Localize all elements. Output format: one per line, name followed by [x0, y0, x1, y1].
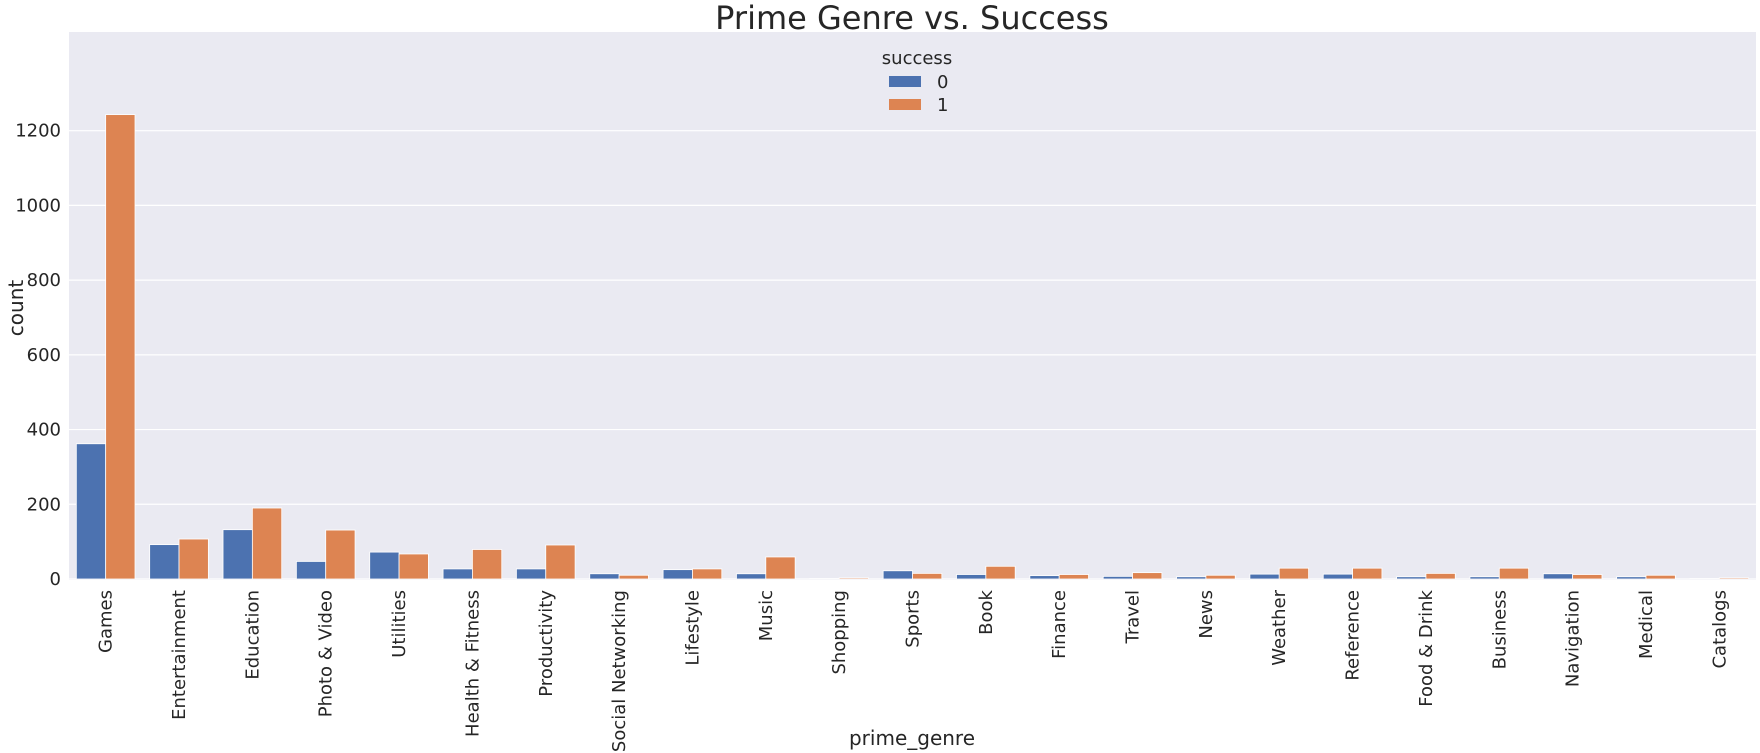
bar-medical-success-0: [1616, 576, 1647, 580]
legend-swatch-1: [889, 99, 921, 110]
bar-lifestyle-success-1: [692, 568, 723, 580]
bar-sports-success-1: [912, 572, 943, 580]
bar-photo-video-success-1: [325, 529, 356, 580]
y-tick-label: 600: [27, 345, 61, 366]
x-tick-label: Travel: [1123, 590, 1144, 645]
y-tick-label: 1000: [15, 195, 61, 216]
bar-photo-video-success-0: [295, 561, 327, 580]
bar-games-success-0: [75, 443, 107, 580]
x-tick-label: Social Networking: [609, 590, 630, 752]
legend-title: success: [882, 48, 952, 69]
bar-health-fitness-success-0: [442, 568, 473, 580]
bar-music-success-1: [765, 556, 796, 580]
x-tick-label: Health & Fitness: [462, 590, 483, 737]
bar-entertainment-success-1: [178, 538, 209, 580]
bar-news-success-0: [1176, 576, 1207, 580]
x-axis-title: prime_genre: [849, 726, 975, 750]
y-tick-label: 1200: [15, 121, 61, 142]
bar-lifestyle-success-0: [662, 569, 693, 580]
x-tick-label: Lifestyle: [682, 590, 703, 666]
x-tick-label: Music: [756, 590, 777, 641]
bars: [75, 114, 1750, 580]
bar-medical-success-1: [1645, 574, 1676, 580]
bar-business-success-0: [1469, 576, 1500, 580]
bar-reference-success-1: [1352, 567, 1383, 580]
bar-education-success-1: [251, 507, 283, 580]
bar-navigation-success-1: [1572, 574, 1603, 580]
bar-productivity-success-0: [516, 568, 547, 580]
bar-shopping-success-1: [838, 577, 869, 580]
bar-finance-success-0: [1029, 575, 1060, 580]
legend: success 01: [882, 48, 952, 116]
bar-food-drink-success-0: [1396, 576, 1427, 580]
y-tick-label: 400: [27, 420, 61, 441]
bar-sports-success-0: [882, 570, 913, 580]
bar-social-networking-success-1: [618, 574, 649, 580]
x-tick-label: Food & Drink: [1416, 589, 1437, 706]
bar-weather-success-0: [1249, 573, 1280, 580]
x-tick-label: Medical: [1636, 590, 1657, 659]
bar-utilities-success-0: [369, 551, 400, 580]
legend-label-1: 1: [937, 95, 948, 116]
chart-title: Prime Genre vs. Success: [715, 0, 1109, 37]
y-tick-labels: 0 200 400 600 800 1000 1200: [15, 121, 61, 590]
bar-productivity-success-1: [545, 544, 576, 580]
bar-entertainment-success-0: [149, 544, 180, 580]
x-tick-label: Productivity: [536, 590, 557, 697]
x-tick-label: Finance: [1049, 590, 1070, 659]
y-axis-title: count: [4, 280, 28, 337]
bar-catalogs-success-1: [1718, 577, 1750, 580]
legend-label-0: 0: [937, 72, 948, 93]
x-tick-label: Reference: [1343, 590, 1364, 681]
x-tick-label: Education: [242, 590, 263, 680]
bar-navigation-success-0: [1542, 573, 1574, 580]
bar-travel-success-1: [1132, 572, 1163, 580]
y-tick-label: 200: [27, 494, 61, 515]
bar-health-fitness-success-1: [472, 549, 503, 580]
bar-book-success-1: [985, 565, 1016, 580]
bar-games-success-1: [105, 114, 136, 580]
x-tick-label: Sports: [903, 590, 924, 648]
bar-music-success-0: [736, 573, 767, 580]
bar-social-networking-success-0: [589, 573, 620, 580]
x-tick-label: Business: [1489, 590, 1510, 669]
x-tick-label: News: [1196, 590, 1217, 639]
legend-swatch-0: [889, 76, 921, 87]
x-tick-label: Entertainment: [169, 590, 190, 720]
bar-book-success-0: [956, 574, 987, 580]
bar-finance-success-1: [1058, 574, 1089, 580]
x-tick-label: Utilities: [389, 590, 410, 658]
x-tick-label: Photo & Video: [316, 590, 337, 717]
x-tick-labels: Games Entertainment Education Photo & Video…: [96, 589, 1731, 752]
bar-weather-success-1: [1278, 567, 1309, 580]
bar-travel-success-0: [1102, 575, 1133, 580]
x-tick-label: Catalogs: [1709, 590, 1730, 669]
bar-reference-success-0: [1322, 573, 1353, 580]
x-tick-label: Shopping: [829, 590, 850, 675]
gridlines: [69, 130, 1756, 580]
bar-education-success-0: [222, 529, 253, 580]
y-tick-label: 0: [50, 569, 61, 590]
bar-news-success-1: [1205, 574, 1236, 580]
x-tick-label: Book: [976, 589, 997, 634]
bar-food-drink-success-1: [1425, 572, 1456, 580]
x-tick-label: Weather: [1269, 589, 1290, 665]
bar-business-success-1: [1498, 567, 1530, 580]
x-tick-label: Navigation: [1563, 590, 1584, 687]
plot-background: [69, 32, 1756, 580]
y-tick-label: 800: [27, 270, 61, 291]
x-tick-label: Games: [96, 590, 117, 653]
bar-utilities-success-1: [398, 553, 429, 580]
